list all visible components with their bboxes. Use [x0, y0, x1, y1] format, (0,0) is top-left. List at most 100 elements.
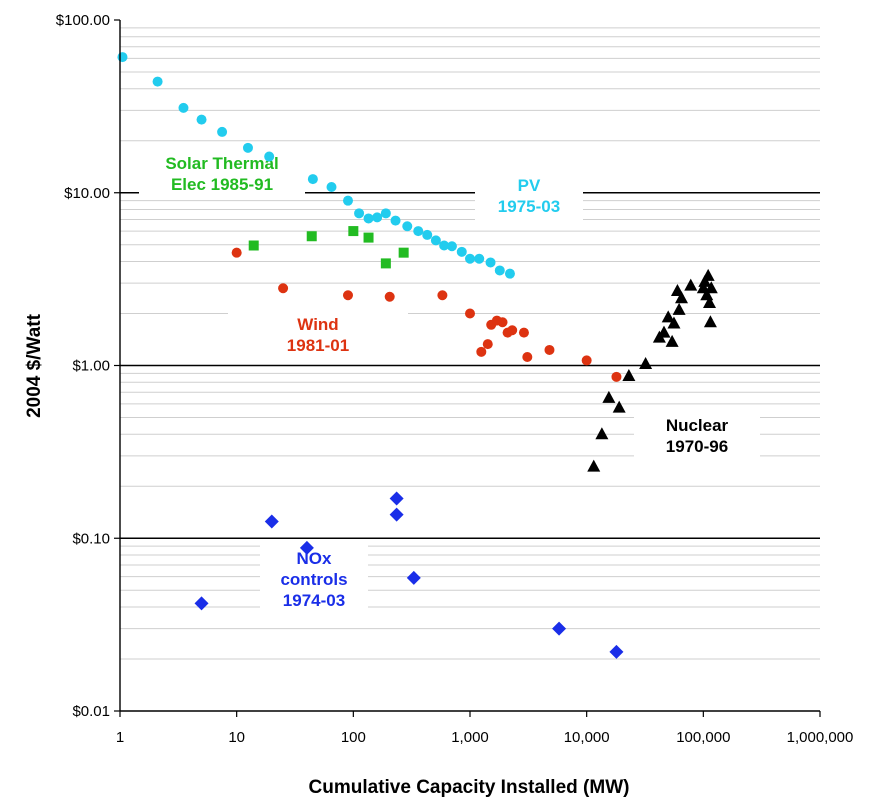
x-tick-label: 1,000,000	[787, 729, 854, 746]
solar-thermal-elec-data-point	[363, 232, 374, 243]
nuclear-data-point	[612, 400, 626, 413]
data-markers	[117, 52, 718, 659]
pv-data-point	[380, 208, 391, 219]
pv-data-point	[439, 240, 450, 251]
nuclear-data-point	[701, 268, 715, 281]
pv-data-point	[372, 212, 383, 223]
wind-data-point	[581, 355, 592, 366]
nox-controls-data-point	[264, 514, 279, 529]
nox-controls-series-label: NOx	[297, 549, 333, 568]
nuclear-data-point	[665, 334, 679, 347]
solar-thermal-elec-series-label: Elec 1985-91	[171, 175, 273, 194]
pv-data-point	[504, 268, 515, 279]
y-axis-ticks: $0.01 $0.10 $1.00 $10.00 $100.00	[56, 12, 120, 720]
nuclear-data-point	[667, 316, 681, 329]
pv-data-point	[326, 181, 337, 192]
nox-controls-data-point	[389, 491, 404, 506]
pv-data-point	[474, 253, 485, 264]
nuclear-data-point	[602, 390, 616, 403]
nox-controls-data-point	[389, 507, 404, 522]
x-tick-label: 100,000	[676, 729, 730, 746]
wind-data-point	[476, 346, 487, 357]
wind-series-label: 1981-01	[287, 336, 349, 355]
nuclear-data-point	[639, 357, 653, 370]
nox-controls-data-point	[552, 621, 567, 636]
y-tick-label: $0.10	[72, 530, 110, 547]
y-tick-label: $1.00	[72, 358, 110, 375]
series-labels: PV 1975-03 Solar Thermal Elec 1985-91 Wind 19…	[139, 148, 760, 614]
wind-data-point	[384, 291, 395, 302]
x-tick-label: 10	[228, 729, 245, 746]
wind-data-point	[507, 325, 518, 336]
pv-data-point	[465, 253, 475, 264]
pv-data-point	[264, 151, 275, 162]
nox-controls-series-label: controls	[280, 570, 347, 589]
minor-gridlines	[120, 27, 820, 660]
pv-data-point	[342, 195, 353, 206]
pv-data-point	[307, 174, 318, 185]
nox-controls-data-point	[406, 570, 421, 585]
y-tick-label: $100.00	[56, 12, 110, 29]
pv-data-point	[363, 213, 374, 224]
plot-area: PV 1975-03 Solar Thermal Elec 1985-91 Wind 19…	[56, 12, 854, 746]
pv-data-point	[456, 246, 467, 257]
wind-data-point	[278, 283, 289, 294]
y-tick-label: $0.01	[72, 703, 110, 720]
pv-data-point	[117, 52, 128, 63]
solar-thermal-elec-data-point	[398, 247, 409, 258]
x-tick-label: 1	[116, 729, 124, 746]
nuclear-series-label: 1970-96	[666, 437, 728, 456]
x-axis-title: Cumulative Capacity Installed (MW)	[309, 777, 630, 798]
nox-controls-data-point	[609, 644, 624, 659]
solar-thermal-elec-series-label: Solar Thermal	[165, 154, 278, 173]
wind-data-point	[497, 317, 508, 328]
pv-data-point	[485, 257, 496, 268]
nuclear-data-point	[704, 281, 718, 294]
wind-data-point	[437, 290, 448, 301]
pv-data-point	[430, 235, 441, 246]
solar-thermal-elec-data-point	[306, 231, 317, 242]
pv-data-point	[494, 265, 505, 276]
pv-data-point	[354, 208, 365, 219]
nuclear-label-background	[634, 410, 760, 460]
nuclear-data-point	[657, 325, 671, 338]
wind-series-label: Wind	[297, 315, 338, 334]
pv-data-point	[402, 221, 413, 232]
pv-label-background	[475, 170, 583, 220]
solar-thermal-elec-data-point	[248, 240, 259, 251]
pv-data-point	[390, 215, 401, 226]
y-tick-label: $10.00	[64, 185, 110, 202]
nuclear-data-point	[661, 310, 675, 323]
pv-data-point	[242, 142, 253, 153]
nuclear-data-point	[684, 278, 698, 291]
nuclear-data-point	[672, 302, 686, 315]
pv-data-point	[217, 126, 228, 137]
x-tick-label: 100	[341, 729, 366, 746]
solar-thermal-elec-label-background	[139, 148, 305, 198]
wind-data-point	[522, 351, 533, 362]
nox-controls-data-point	[194, 596, 209, 611]
pv-data-point	[152, 76, 163, 87]
nuclear-data-point	[675, 291, 689, 304]
solar-thermal-elec-data-point	[348, 226, 359, 237]
wind-data-point	[465, 308, 475, 319]
pv-data-point	[446, 241, 457, 252]
pv-data-point	[413, 226, 424, 237]
wind-data-point	[518, 327, 529, 338]
nuclear-data-point	[622, 368, 636, 381]
wind-label-background	[228, 309, 408, 359]
wind-data-point	[482, 339, 493, 350]
nox-controls-series-label: 1974-03	[283, 591, 345, 610]
solar-thermal-elec-data-point	[380, 258, 391, 269]
nuclear-data-point	[703, 315, 717, 328]
nuclear-data-point	[595, 427, 609, 440]
nuclear-series-label: Nuclear	[666, 416, 729, 435]
pv-data-point	[196, 114, 207, 125]
pv-data-point	[178, 102, 189, 113]
x-axis-ticks: 1 10 100 1,000 10,000 100,000 1,000,000	[116, 711, 854, 746]
nox-controls-data-point	[299, 540, 314, 555]
y-axis-title: 2004 $/Watt	[24, 313, 45, 418]
x-tick-label: 10,000	[564, 729, 610, 746]
